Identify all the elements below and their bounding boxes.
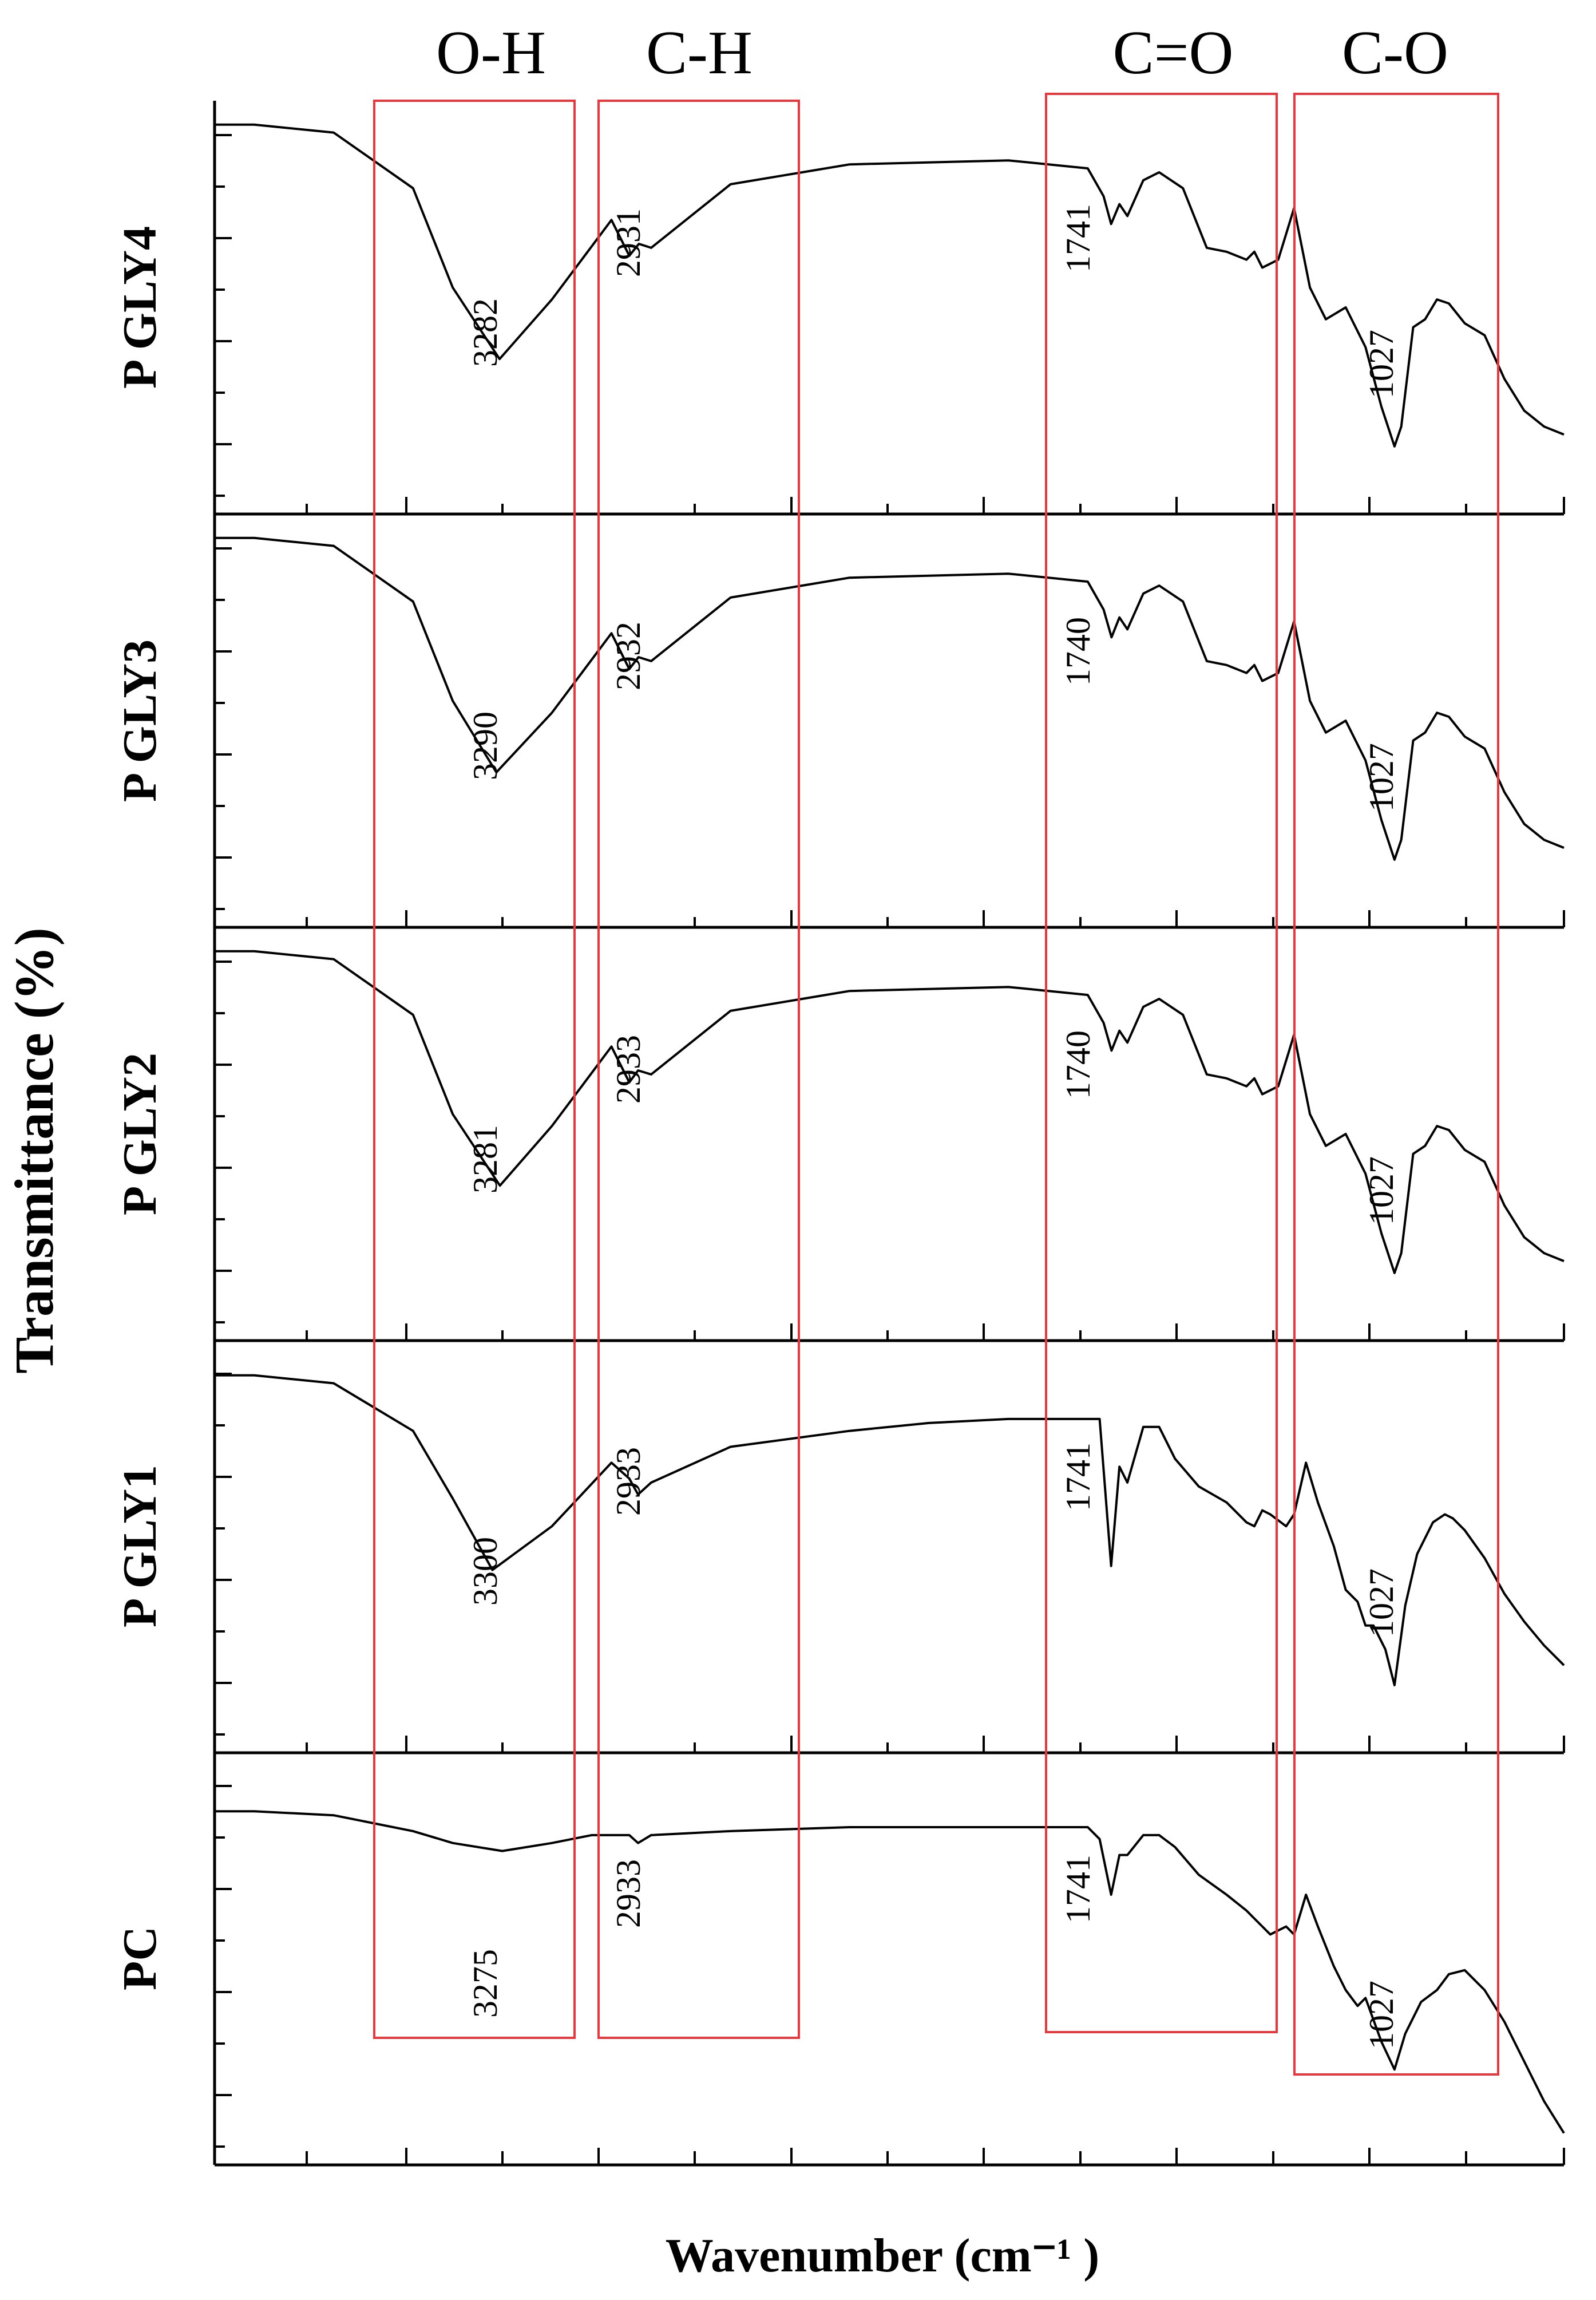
peak-label: 3275 bbox=[466, 1949, 504, 2018]
peak-label: 1027 bbox=[1363, 743, 1400, 812]
peak-label: 1741 bbox=[1059, 204, 1097, 272]
panels-layer: P GLY4 3282 2931 1741 1027 P GLY3 3290 2932 1740… bbox=[113, 101, 1565, 2167]
peak-label: 3281 bbox=[466, 1125, 504, 1194]
region-box bbox=[1293, 93, 1499, 2076]
peak-label: 2931 bbox=[609, 208, 647, 277]
region-boxes-layer bbox=[373, 93, 1499, 2076]
peak-label: 1740 bbox=[1059, 1030, 1097, 1099]
panel-p-gly3: P GLY3 3290 2932 1740 1027 bbox=[113, 514, 1565, 929]
spectrum-p-gly1 bbox=[215, 1374, 1565, 1686]
region-label: O-H bbox=[436, 19, 546, 87]
spectrum-pc bbox=[215, 1810, 1565, 2134]
peak-label: 2933 bbox=[609, 1447, 647, 1516]
y-axis-title: Transmittance (%) bbox=[3, 927, 65, 1373]
peak-label: 3290 bbox=[466, 712, 504, 780]
peak-label: 1740 bbox=[1059, 617, 1097, 686]
spectrum-p-gly3 bbox=[215, 536, 1565, 861]
x-axis-title: Wavenumber (cm⁻¹ ) bbox=[666, 2229, 1100, 2282]
region-label: C-H bbox=[646, 19, 753, 87]
peak-label: 1741 bbox=[1059, 1443, 1097, 1511]
region-box bbox=[597, 100, 800, 2039]
panel-label-p-gly4: P GLY4 bbox=[113, 226, 167, 389]
panel-label-p-gly1: P GLY1 bbox=[113, 1465, 167, 1627]
peak-label: 1027 bbox=[1363, 1981, 1400, 2049]
panel-pc: PC 3275 2933 1741 1027 bbox=[113, 1752, 1565, 2167]
panel-p-gly4: P GLY4 3282 2931 1741 1027 bbox=[113, 101, 1565, 516]
panel-p-gly2: P GLY2 3281 2933 1740 1027 bbox=[113, 927, 1565, 1342]
peak-label: 1027 bbox=[1363, 1156, 1400, 1225]
spectrum-p-gly2 bbox=[215, 950, 1565, 1274]
region-label: C=O bbox=[1113, 19, 1234, 87]
peak-label: 2933 bbox=[609, 1859, 647, 1928]
peak-label: 2933 bbox=[609, 1035, 647, 1104]
panel-p-gly1: P GLY1 3300 2933 1741 1027 bbox=[113, 1339, 1565, 1754]
peak-label: 3282 bbox=[466, 298, 504, 367]
region-labels-layer: O-H C-H C=O C-O bbox=[436, 19, 1448, 87]
peak-label: 1027 bbox=[1363, 330, 1400, 398]
region-box bbox=[1045, 93, 1278, 2033]
region-box bbox=[373, 100, 576, 2039]
spectrum-p-gly4 bbox=[215, 123, 1565, 448]
peak-label: 2932 bbox=[609, 622, 647, 690]
region-label: C-O bbox=[1342, 19, 1448, 87]
panel-label-p-gly3: P GLY3 bbox=[113, 639, 167, 802]
panel-label-p-gly2: P GLY2 bbox=[113, 1053, 167, 1215]
peak-label: 3300 bbox=[466, 1537, 504, 1606]
peak-label: 1027 bbox=[1363, 1568, 1400, 1637]
peak-label: 1741 bbox=[1059, 1855, 1097, 1923]
panel-label-pc: PC bbox=[113, 1926, 167, 1990]
